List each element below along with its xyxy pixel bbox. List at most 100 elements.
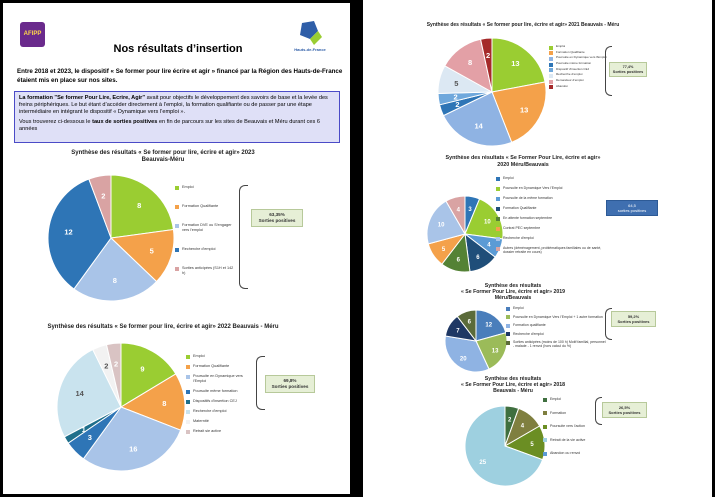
chart-2018-title-line1: Synthèse des résultats (484, 376, 542, 382)
intro-text: Entre 2018 et 2023, le dispositif « Se f… (17, 68, 343, 84)
legend-item-formation: Formation (543, 410, 613, 415)
pie-label-abandon: 2 (486, 51, 490, 60)
legend-label: En attente formation septembre (503, 216, 553, 220)
chart-2023-stat-label: Sorties positives (258, 218, 296, 223)
legend-swatch (506, 340, 510, 345)
legend-swatch (186, 354, 190, 359)
pie-slice-recherche-d-emploi (426, 200, 466, 245)
chart-2019-pie: 12 13 20 7 6 (444, 309, 508, 373)
pie-label-emploi: 3 (468, 207, 472, 213)
legend-swatch (186, 374, 190, 379)
legend-item-emploi: Emploi (549, 44, 609, 50)
legend-swatch (186, 429, 190, 434)
legend-swatch (175, 185, 179, 190)
pie-slice-emploi (475, 309, 507, 342)
legend-swatch (175, 266, 179, 271)
legend-swatch (496, 186, 500, 191)
legend-swatch (186, 409, 190, 414)
pie-slice-retrait-sie-active (105, 342, 122, 408)
pie-label-recherche-d-emploi: 5 (454, 79, 458, 88)
legend-label: Poursuite même formation (193, 389, 238, 393)
legend-swatch (496, 206, 500, 211)
legend-item-formation-qualifiante: Formation Qualifiante (496, 206, 604, 211)
legend-swatch (543, 451, 547, 456)
chart-2023-title-line1: Synthèse des résultats « Se former pour … (71, 150, 255, 156)
pie-label-emploi: 2 (508, 418, 512, 424)
legend-item-recherche-d-emploi: Recherche d'emploi (186, 409, 248, 414)
legend-swatch (549, 51, 553, 56)
legend-item-recherche-d-emploi: Recherche d'emploi (175, 247, 237, 252)
legend-swatch (186, 389, 190, 394)
chart-2018-title: Synthèse des résultats « Se Former Pour … (413, 376, 613, 394)
chart-2022-legend: Emploi Formation Qualifiante Poursuite en … (186, 354, 248, 439)
legend-item-sorties-anticipees-s1h-et-142-: Sorties anticipées (S1H et 142 h) (175, 266, 237, 276)
pie-slice-formation-qualifiante (491, 81, 547, 143)
legend-item-recherche-d-emploi: Recherche d'emploi (496, 236, 604, 241)
legend-swatch (549, 85, 553, 90)
legend-swatch (496, 176, 500, 181)
pie-label-formation-qualifiante: 13 (520, 105, 528, 114)
box-lead: La formation "Se former Pour Lire, Ecrir… (19, 95, 146, 101)
legend-item-maternite: Maternité (186, 419, 248, 424)
chart-2018-title-line3: Beauvais - Méru (493, 388, 533, 394)
pie-label-formation-qualifiante: 6 (476, 255, 480, 261)
legend-label: Formation qualifiante (513, 323, 546, 327)
pie-label-poursuite-en-dynamique-vers-l-: 10 (484, 220, 491, 226)
pie-label-recherche-d-emploi: 14 (75, 389, 84, 398)
chart-2018-stat: 26,5% Sorties positives (602, 402, 647, 418)
legend-label: Formation DVE ou S'engager vers l'emploi (182, 223, 232, 232)
pie-label-poursuite-en-dynamique-vers-l-: 13 (492, 348, 499, 354)
legend-label: Emploi (556, 44, 566, 48)
legend-item-poursuite-en-dynamique-vers-l-: Poursuite en Dynamique Vers l'Emploi (496, 186, 604, 191)
legend-swatch (496, 216, 500, 221)
legend-label: Sorties anticipées (moins de 100 h) Moti… (513, 340, 606, 349)
pie-label-sorties-anticipees-s1h-et-142-: 2 (101, 191, 105, 200)
pie-label-en-attente-formation-septembre: 6 (457, 257, 461, 263)
chart-2018-pie: 2 4 5 25 (464, 405, 546, 487)
legend-label: Emploi (513, 306, 524, 310)
pie-slice-sorties-anticipees-moins-de-10 (456, 309, 477, 343)
chart-2018-stat-value: 26,5% (618, 405, 631, 410)
legend-swatch (543, 397, 547, 402)
legend-swatch (506, 315, 510, 319)
legend-item-retrait-de-la-vie-active: Retrait de la vie active (543, 438, 613, 442)
chart-2022-title: Synthèse des résultats « Se former pour … (47, 324, 279, 330)
chart-2021-legend: Emploi Formation Qualifiante Poursuite en … (549, 44, 609, 91)
chart-2023-title: Synthèse des résultats « Se former pour … (43, 150, 283, 164)
legend-label: Formation Qualifiante (503, 206, 537, 210)
legend-swatch (543, 411, 547, 415)
pie-slice-emploi (110, 174, 174, 239)
chart-2023-legend: Emploi Formation Qualifiante Formation DVE… (175, 185, 237, 290)
legend-label: Formation (550, 410, 567, 415)
legend-swatch (175, 223, 179, 228)
legend-item-contrat-pec-septembre: Contrat PEC septembre (496, 226, 604, 231)
legend-item-formation-qualifiante: Formation Qualifiante (549, 50, 609, 56)
legend-item-formation-qualifiante: Formation Qualifiante (175, 204, 237, 209)
legend-item-en-attente-formation-septembre: En attente formation septembre (496, 216, 604, 221)
pie-label-poursuite-en-dynamique-vers-l-: 14 (474, 122, 483, 131)
pie-slice-emploi (491, 37, 546, 93)
page-title: Nos résultats d’insertion (113, 43, 243, 55)
pie-label-contrat-pec-septembre: 5 (442, 247, 446, 253)
pie-slice-sorties-anticipees-s1h-et-142- (88, 174, 112, 239)
legend-label: Recherche d'emploi (513, 331, 544, 336)
legend-label: Formation Qualifiante (193, 364, 230, 368)
legend-item-emploi: Emploi (496, 176, 604, 181)
chart-2023-stat-value: 63,35% (269, 212, 285, 217)
pie-label-dispositifs-d-insertion-cej: 1 (82, 425, 86, 434)
legend-swatch (186, 399, 190, 404)
legend-swatch (549, 73, 553, 78)
chart-2018-legend: Emploi Formation Poursuite vers l'action Re… (543, 397, 613, 465)
legend-label: Maternité (193, 419, 209, 423)
legend-label: Dispositifs d'insertion CEJ (193, 399, 237, 403)
legend-item-poursuite-meme-formation: Poursuite même formation (186, 389, 248, 394)
pie-label-formation-qualifiante: 20 (460, 356, 467, 362)
legend-item-recherche-d-emploi: Recherche d'emploi (549, 73, 609, 78)
pie-label-maternite: 2 (104, 362, 108, 371)
pie-slice-formation-dve-ou-s-engager-ver (73, 237, 158, 302)
chart-2021-stat: 77,4% Sorties positives (609, 62, 647, 78)
legend-label: Demandeur d'emploi (556, 78, 584, 83)
chart-2019-title: Synthèse des résultats « Se Former Pour … (413, 283, 613, 301)
chart-2018-stat-label: Sorties positives (608, 410, 641, 415)
chart-2023-stat: 63,35% Sorties positives (251, 209, 303, 227)
